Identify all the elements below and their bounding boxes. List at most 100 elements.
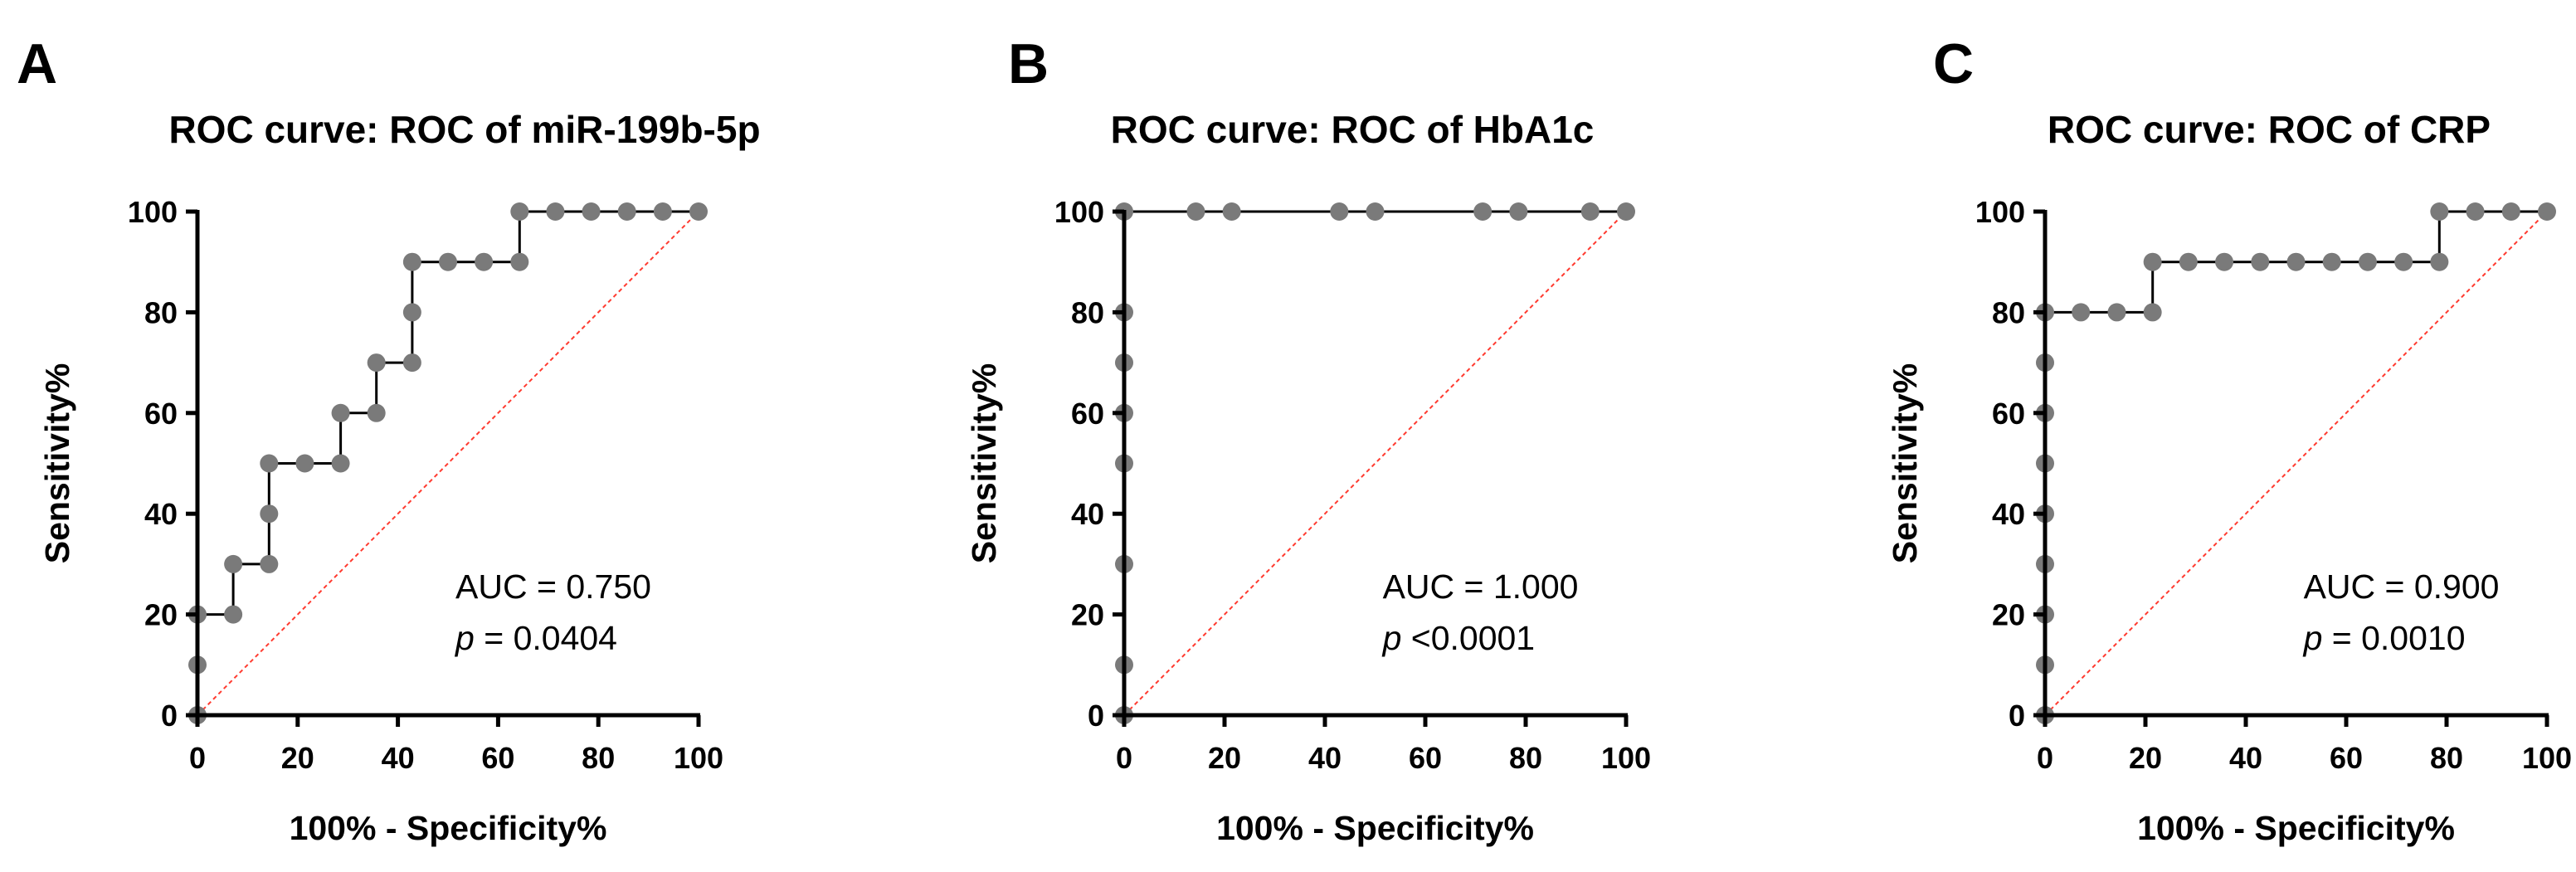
x-tick-label: 0 — [1116, 741, 1132, 775]
roc-point — [2179, 252, 2198, 271]
p-value-annotation: p = 0.0404 — [454, 619, 617, 657]
reference-diagonal-line — [2044, 211, 2548, 716]
roc-point — [1222, 202, 1241, 221]
reference-diagonal-line — [1123, 211, 1627, 716]
y-axis-label: Sensitivity% — [38, 363, 76, 564]
panel-letter: B — [1008, 32, 1049, 95]
x-tick-label: 20 — [1208, 741, 1241, 775]
roc-point — [1617, 202, 1635, 221]
roc-point — [2143, 303, 2162, 322]
roc-point — [475, 252, 494, 271]
roc-point — [260, 554, 279, 573]
p-symbol: p — [2302, 619, 2323, 657]
y-tick-label: 20 — [1992, 598, 2025, 632]
roc-point — [2466, 202, 2485, 221]
chart-title: ROC curve: ROC of HbA1c — [1111, 108, 1595, 151]
x-tick-label: 20 — [281, 741, 314, 775]
y-tick-label: 60 — [1992, 397, 2025, 431]
roc-point — [224, 605, 243, 624]
roc-point — [2286, 252, 2306, 271]
roc-point — [2501, 202, 2520, 221]
roc-point — [1186, 202, 1205, 221]
chart-title: ROC curve: ROC of miR-199b-5p — [168, 108, 760, 151]
y-tick-label: 100 — [1975, 195, 2025, 229]
x-tick-label: 40 — [382, 741, 415, 775]
roc-point — [2215, 252, 2234, 271]
roc-point — [1509, 202, 1528, 221]
p-symbol: p — [1381, 619, 1402, 657]
y-tick-label: 40 — [144, 497, 178, 531]
y-tick-label: 20 — [144, 598, 178, 632]
roc-point — [1580, 202, 1600, 221]
y-tick-label: 100 — [128, 195, 178, 229]
x-tick-label: 80 — [1509, 741, 1542, 775]
y-tick-label: 20 — [1071, 598, 1104, 632]
roc-point — [2538, 202, 2556, 221]
p-value: = 0.0404 — [475, 619, 617, 657]
x-tick-label: 60 — [481, 741, 514, 775]
roc-point — [1330, 202, 1349, 221]
roc-point — [402, 353, 421, 373]
x-tick-label: 20 — [2129, 741, 2162, 775]
roc-point — [1473, 202, 1493, 221]
roc-point — [689, 202, 708, 221]
roc-point — [331, 403, 350, 422]
roc-point — [2143, 252, 2162, 271]
y-tick-label: 0 — [1088, 699, 1104, 733]
y-tick-label: 0 — [2009, 699, 2025, 733]
roc-point — [2072, 303, 2091, 322]
y-tick-label: 40 — [1992, 497, 2025, 531]
x-tick-label: 0 — [189, 741, 206, 775]
x-tick-label: 40 — [1308, 741, 1342, 775]
roc-point — [1366, 202, 1385, 221]
roc-point — [2107, 303, 2126, 322]
roc-point — [402, 252, 421, 271]
roc-panel-b: B ROC curve: ROC of HbA1c 0 20 40 60 80 100 0 20 4… — [965, 32, 1651, 847]
roc-point — [367, 403, 386, 422]
roc-point — [295, 454, 314, 473]
roc-point — [2251, 252, 2270, 271]
panel-letter: A — [17, 32, 57, 95]
y-tick-label: 60 — [1071, 397, 1104, 431]
y-axis-label: Sensitivity% — [1886, 363, 1924, 564]
x-tick-label: 0 — [2037, 741, 2053, 775]
roc-point — [224, 554, 243, 573]
auc-annotation: AUC = 0.750 — [455, 568, 651, 606]
roc-point — [2430, 202, 2449, 221]
panel-letter: C — [1933, 32, 1974, 95]
roc-point — [617, 202, 636, 221]
x-tick-label: 100 — [1601, 741, 1651, 775]
y-tick-label: 80 — [144, 295, 178, 329]
y-axis-label: Sensitivity% — [965, 363, 1003, 564]
roc-point — [2358, 252, 2377, 271]
x-axis-label: 100% - Specificity% — [2137, 809, 2455, 847]
roc-point — [2394, 252, 2413, 271]
y-tick-label: 80 — [1071, 295, 1104, 329]
roc-point — [2322, 252, 2341, 271]
roc-point — [331, 454, 350, 473]
x-axis-label: 100% - Specificity% — [1216, 809, 1534, 847]
x-axis-label: 100% - Specificity% — [290, 809, 607, 847]
x-tick-label: 80 — [582, 741, 615, 775]
roc-point — [510, 252, 529, 271]
p-value-annotation: p <0.0001 — [1381, 619, 1536, 657]
roc-point — [367, 353, 386, 373]
roc-point — [260, 504, 279, 524]
x-tick-label: 60 — [1409, 741, 1442, 775]
roc-point — [2430, 252, 2449, 271]
roc-point — [402, 303, 421, 322]
roc-point — [653, 202, 672, 221]
roc-point — [439, 252, 457, 271]
roc-panel-a: A ROC curve: ROC of miR-199b-5p 0 20 40 60 80 1… — [17, 32, 761, 847]
y-tick-label: 100 — [1054, 195, 1104, 229]
roc-point — [510, 202, 529, 221]
roc-panel-c: C ROC curve: ROC of CRP 0 20 40 60 80 100 0 20 40 6… — [1886, 32, 2572, 847]
y-tick-label: 80 — [1992, 295, 2025, 329]
auc-annotation: AUC = 1.000 — [1383, 568, 1579, 606]
p-value: = 0.0010 — [2322, 619, 2465, 657]
roc-point — [260, 454, 279, 473]
y-tick-label: 40 — [1071, 497, 1104, 531]
p-symbol: p — [454, 619, 475, 657]
x-tick-label: 100 — [2522, 741, 2572, 775]
